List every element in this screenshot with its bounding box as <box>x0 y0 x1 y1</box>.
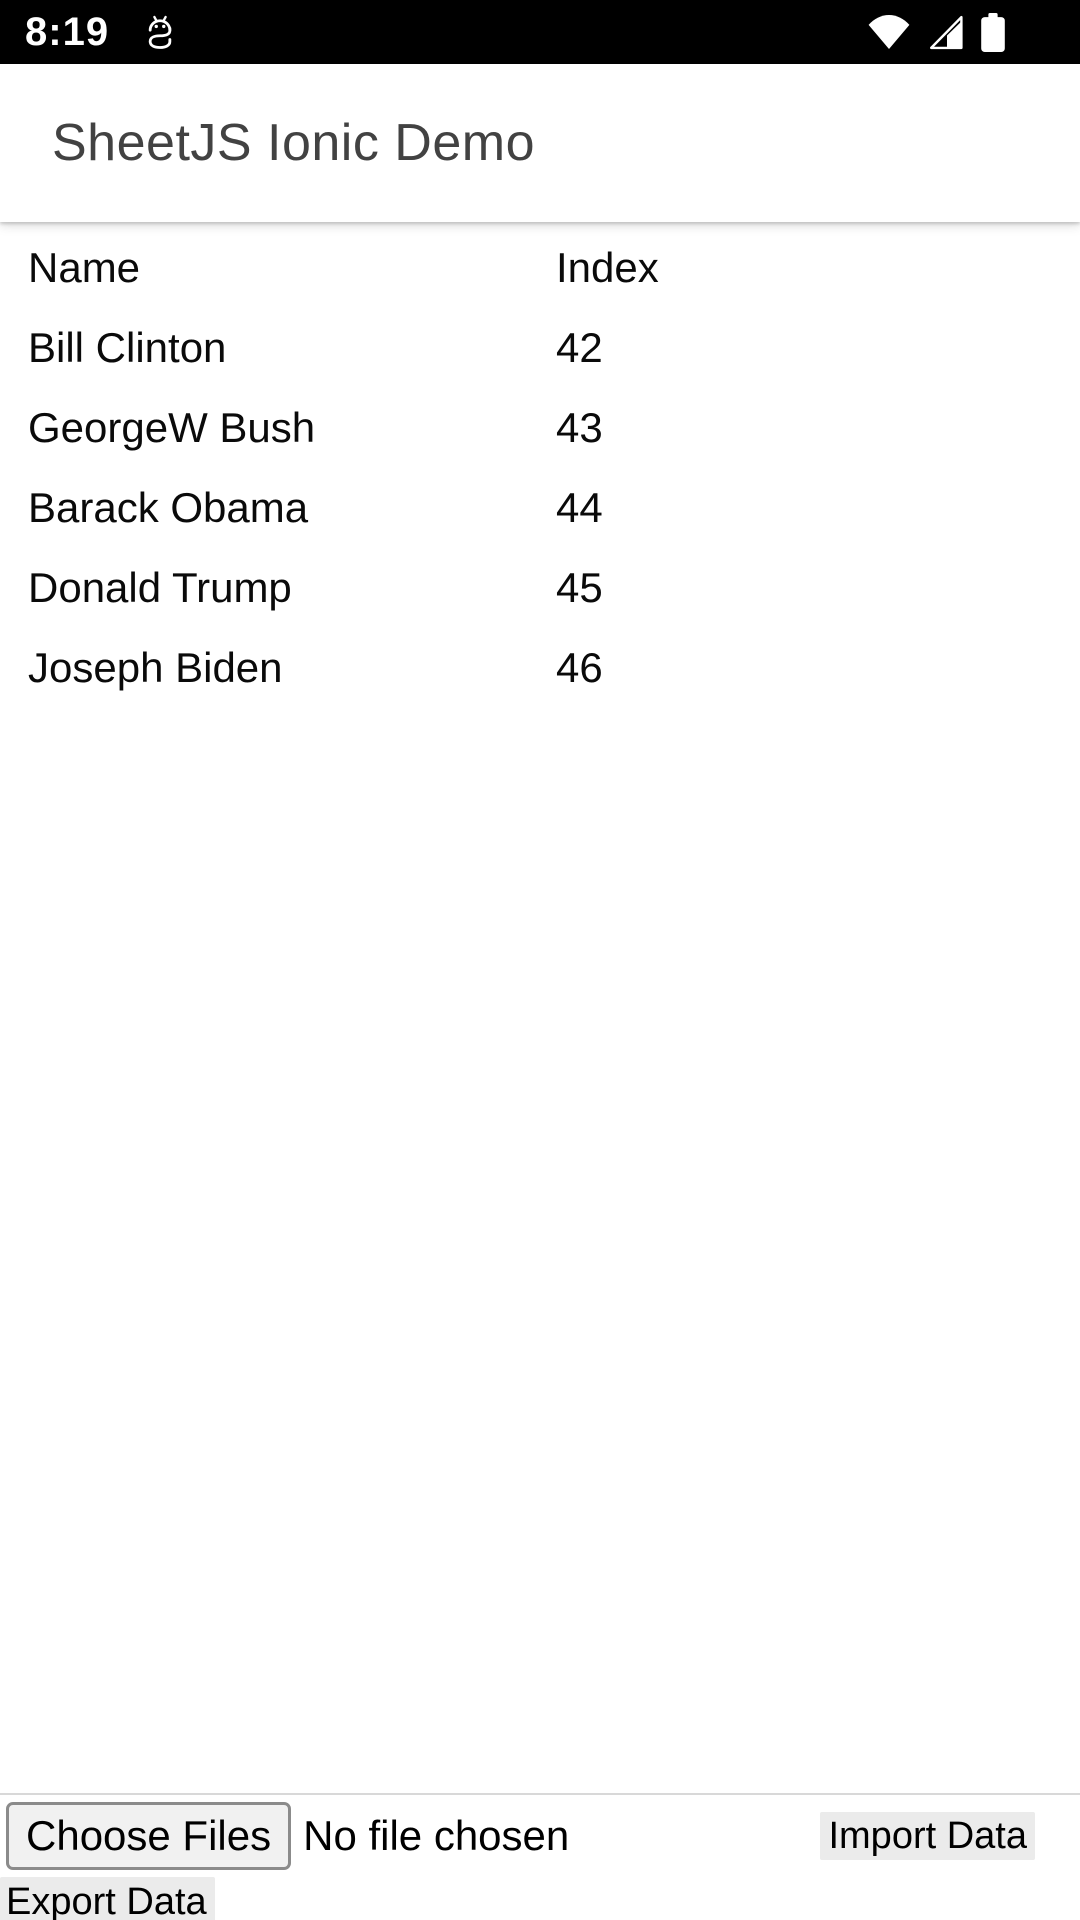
table-row: Barack Obama 44 <box>12 468 1068 548</box>
status-bar: 8:19 <box>0 0 1080 64</box>
table-row: GeorgeW Bush 43 <box>12 388 1068 468</box>
table-row: Joseph Biden 46 <box>12 628 1068 708</box>
export-data-button[interactable]: Export Data <box>0 1877 215 1920</box>
table-row: Bill Clinton 42 <box>12 308 1068 388</box>
status-time: 8:19 <box>25 10 110 54</box>
choose-files-button[interactable]: Choose Files <box>6 1802 292 1870</box>
cell-name: Barack Obama <box>28 484 309 531</box>
battery-icon <box>981 12 1005 52</box>
android-head-icon <box>148 15 172 49</box>
cell-index: 46 <box>556 644 603 691</box>
cell-signal-icon <box>930 15 963 49</box>
content-area: Name Index Bill Clinton 42 GeorgeW Bush … <box>0 222 1080 1793</box>
table-row: Donald Trump 45 <box>12 548 1068 628</box>
wifi-icon <box>868 15 910 49</box>
column-header-index: Index <box>556 244 659 291</box>
cell-index: 42 <box>556 324 603 371</box>
status-icons <box>867 12 1005 52</box>
cell-name: Donald Trump <box>28 564 292 611</box>
cell-name: Joseph Biden <box>28 644 283 691</box>
presidents-table: Name Index Bill Clinton 42 GeorgeW Bush … <box>12 228 1068 708</box>
cell-index: 45 <box>556 564 603 611</box>
cell-name: GeorgeW Bush <box>28 404 316 451</box>
column-header-name: Name <box>28 244 141 291</box>
cell-name: Bill Clinton <box>28 324 227 371</box>
page-title: SheetJS Ionic Demo <box>52 114 536 172</box>
no-file-chosen-text: No file chosen <box>303 1812 570 1859</box>
app-header: SheetJS Ionic Demo <box>0 64 1080 222</box>
table-header-row: Name Index <box>12 228 1068 308</box>
footer: Choose Files No file chosen Import Data … <box>0 1793 1080 1920</box>
cell-index: 44 <box>556 484 603 531</box>
file-import-row: Choose Files No file chosen Import Data <box>0 1795 1080 1871</box>
import-data-button[interactable]: Import Data <box>820 1812 1035 1860</box>
cell-index: 43 <box>556 404 603 451</box>
